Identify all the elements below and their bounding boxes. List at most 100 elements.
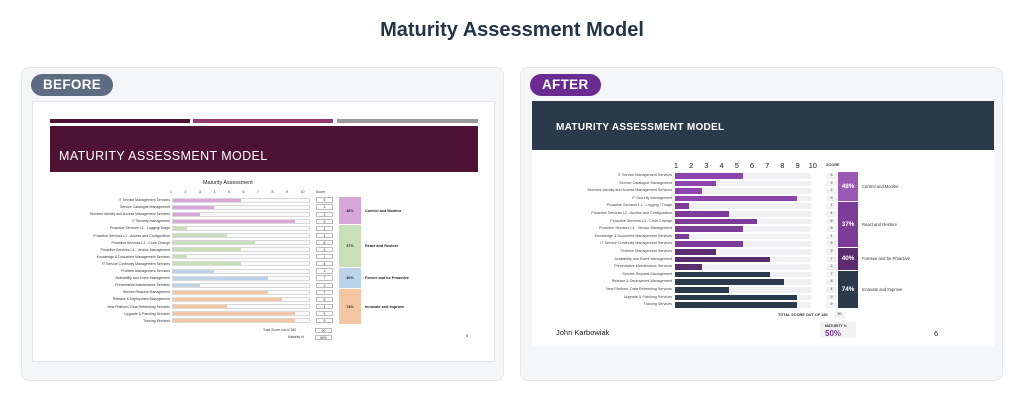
table-row: New Platform, Data Refreshing Services 4 — [33, 303, 494, 310]
after-slide[interactable]: MATURITY ASSESSMENT MODEL 1 2 3 4 5 6 7 8 9 10 SC… — [532, 101, 994, 346]
axis-tick: 5 — [734, 161, 739, 170]
bar-track — [172, 254, 310, 260]
before-label: BEFORE — [31, 74, 114, 96]
axis-tick: 3 — [704, 161, 709, 170]
bar-track — [172, 318, 310, 324]
row-label: Knowledge & Document Management Services — [96, 254, 170, 259]
after-maturity-label: MATURITY % — [825, 324, 847, 328]
bar — [675, 226, 743, 232]
after-banner-title: MATURITY ASSESSMENT MODEL — [556, 122, 725, 133]
stripe-2 — [193, 119, 333, 123]
bar-track — [172, 211, 310, 217]
row-label: IT Service Management Services — [118, 198, 171, 202]
row-label: Preventative Maintenance Services — [614, 264, 672, 269]
score-cell: 9 — [826, 302, 837, 308]
score-cell: 3 — [316, 268, 333, 274]
axis-tick: 9 — [286, 190, 288, 194]
row-label: Proactive Services L4 - Vendor Managemen… — [100, 247, 170, 252]
row-label: Availability and Event Management — [614, 256, 672, 261]
table-row: Service Catalogue Management 3 — [532, 180, 994, 188]
table-row: Proactive Services L4 - Vendor Managemen… — [33, 247, 494, 253]
bar — [173, 234, 228, 238]
table-row: Availability and Event Management 7 — [33, 275, 494, 281]
row-label: Services Identity and Access Management … — [587, 188, 672, 193]
score-cell: 1 — [316, 225, 333, 231]
row-label: IT Service Continuity Management Service… — [101, 261, 170, 266]
score-cell: 7 — [316, 275, 333, 281]
before-panel: BEFORE MATURITY ASSESSMENT MODEL Maturit… — [21, 67, 504, 381]
score-cell: 2 — [316, 282, 333, 288]
bar — [173, 312, 296, 316]
axis-tick: 3 — [199, 190, 201, 194]
before-chart-title: Maturity Assessment — [203, 180, 253, 186]
row-label: Proactive Services L2 - Access and Confi… — [591, 211, 672, 215]
bar-track — [172, 240, 310, 246]
after-page-number: 6 — [934, 329, 939, 338]
table-row: Service Catalogue Management 3 — [33, 204, 494, 210]
table-row: IT Security Management 9 — [532, 195, 994, 203]
row-label: Preventative Maintenance Services — [115, 283, 170, 288]
after-total-label: TOTAL SCORE OUT OF 180 — [778, 313, 828, 317]
bar-track — [675, 203, 811, 209]
score-cell: 2 — [826, 264, 837, 270]
bar-track — [675, 279, 811, 285]
score-cell: 1 — [826, 233, 837, 240]
before-total-label: Total Score out of 180 — [263, 328, 296, 332]
before-maturity-value: 50% — [315, 334, 332, 340]
table-row: Training Services 9 — [532, 301, 994, 309]
axis-tick: 1 — [170, 190, 172, 194]
table-row: Knowledge & Document Management Services… — [532, 233, 994, 241]
group-name: Control and Monitor — [862, 184, 899, 190]
bar — [173, 319, 296, 323]
bar — [173, 269, 214, 273]
bar-track — [675, 173, 811, 179]
before-total-value: 90 — [315, 327, 332, 333]
bar — [675, 203, 689, 209]
table-row: Knowledge & Document Management Services… — [33, 254, 494, 260]
score-cell: 5 — [316, 197, 333, 203]
bar — [173, 248, 241, 252]
axis-tick: 1 — [673, 161, 679, 170]
stripe-3 — [337, 119, 478, 123]
score-cell: 1 — [316, 254, 333, 260]
row-label: IT Service Continuity Management Service… — [600, 241, 672, 246]
bar-track — [172, 304, 310, 310]
score-cell: 9 — [316, 310, 333, 317]
bar — [675, 287, 730, 293]
axis-tick: 10 — [808, 161, 817, 170]
row-label: Proactive Services L1 - Logging/Triage — [109, 226, 170, 231]
score-cell: 9 — [826, 195, 837, 202]
table-row: Proactive Services L3 - Code Change 6 — [532, 218, 994, 226]
axis-tick: 8 — [271, 190, 274, 194]
group-percent: 74% — [339, 289, 361, 324]
table-row: IT Service Continuity Management Service… — [532, 240, 994, 248]
bar — [173, 212, 201, 216]
score-cell: 9 — [316, 218, 333, 224]
bar-track — [172, 268, 310, 274]
group-percent: 40% — [339, 268, 361, 289]
bar — [675, 249, 716, 255]
table-row: Services Identity and Access Management … — [33, 211, 494, 217]
bar — [675, 188, 703, 194]
after-maturity-value: 50% — [825, 329, 842, 338]
table-row: Preventative Maintenance Services 2 — [532, 263, 994, 271]
stripe-1 — [50, 119, 190, 123]
table-row: Training Services 9 — [33, 318, 494, 324]
score-cell: 4 — [316, 232, 333, 239]
row-label: Problem Management Services — [620, 249, 672, 253]
bar-track — [675, 226, 811, 232]
row-label: Proactive Services L3 - Code Change — [610, 218, 672, 223]
table-row: Availability and Event Management 7 — [532, 256, 994, 264]
group-percent: 48% — [339, 197, 361, 225]
before-score-header: Score — [316, 190, 326, 194]
before-slide[interactable]: MATURITY ASSESSMENT MODEL Maturity Asses… — [32, 101, 495, 362]
bar — [173, 262, 241, 266]
group-percent: 74% — [838, 270, 858, 308]
table-row: Proactive Services L2 - Access and Confi… — [532, 210, 994, 218]
before-banner-title: MATURITY ASSESSMENT MODEL — [59, 149, 268, 163]
bar — [173, 305, 228, 309]
bar — [173, 226, 187, 230]
score-cell: 5 — [316, 247, 333, 253]
axis-tick: 6 — [242, 190, 245, 194]
